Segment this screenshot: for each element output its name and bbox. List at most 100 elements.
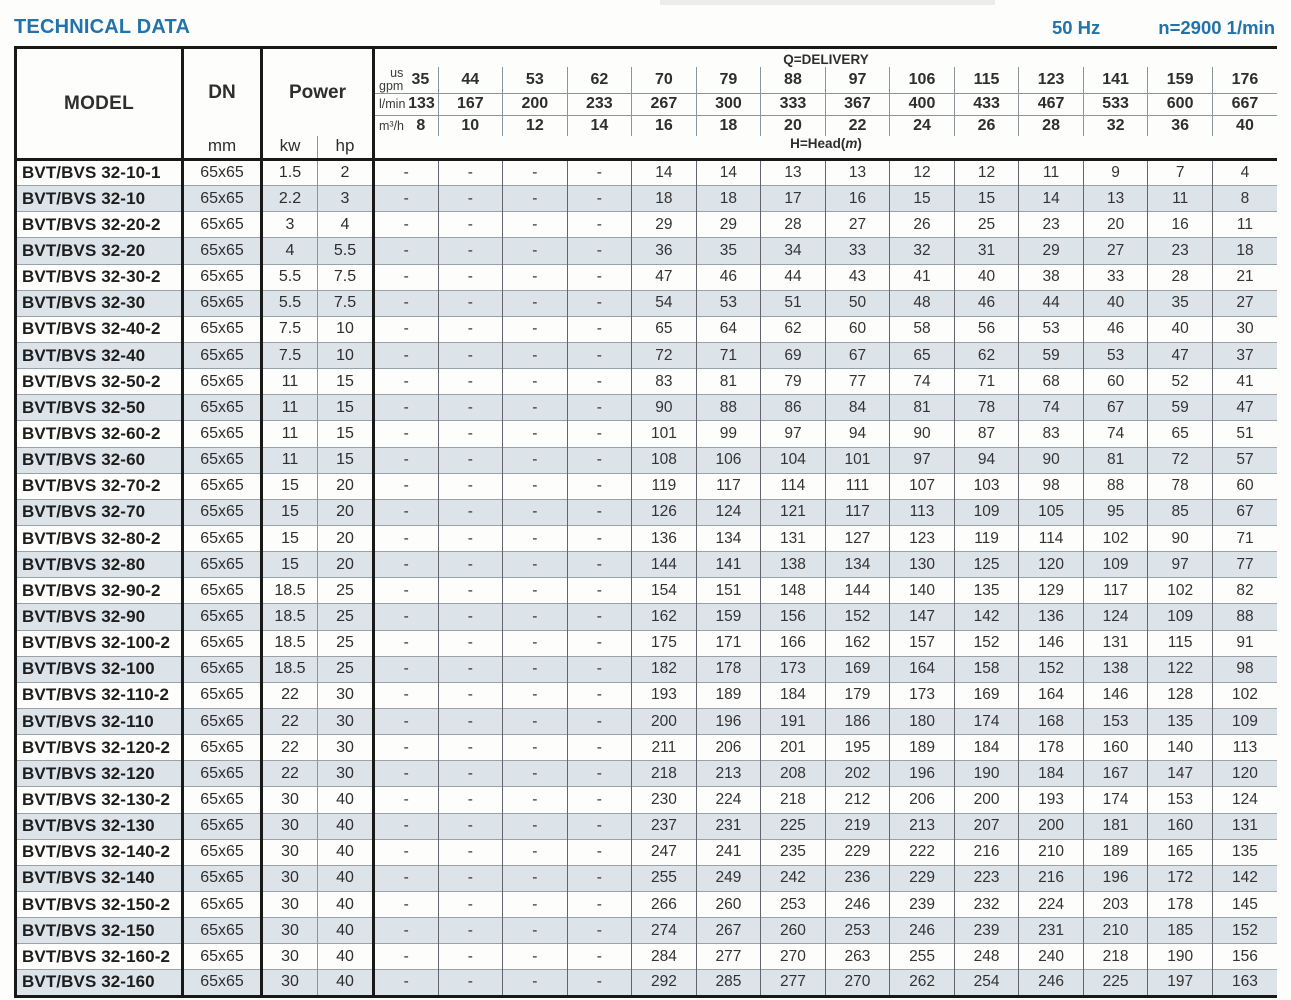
head-value-cell: 59 [1147, 394, 1213, 421]
delivery-unit-value: 300 [715, 95, 742, 112]
delivery-unit-value: 10 [461, 116, 480, 134]
head-value-cell: 81 [1082, 446, 1148, 474]
head-value-cell: - [502, 681, 568, 709]
head-value-cell: 190 [953, 760, 1019, 787]
head-value-cell: - [566, 629, 632, 657]
model-cell: BVT/BVS 32-60 [15, 446, 183, 474]
hp-cell: 25 [317, 629, 374, 657]
head-value-cell: 25 [953, 211, 1019, 238]
head-value-cell: - [566, 446, 632, 474]
head-value-cell: - [372, 838, 439, 866]
delivery-value-cell: 62 [566, 67, 632, 94]
head-value-cell: - [372, 890, 439, 918]
head-value-cell: - [502, 786, 568, 814]
table-row: BVT/BVS 32-70 65x65 15 20- - - -126 124 121 117 11… [15, 498, 1277, 526]
delivery-unit-value: 115 [973, 70, 1000, 88]
table-row: BVT/BVS 32-20-2 65x65 3 4- - - -29 29 28 27 26 25 23… [15, 211, 1277, 238]
head-value-cell: 131 [760, 524, 826, 552]
kw-cell: 22 [260, 760, 318, 787]
head-value-cell: 51 [1211, 420, 1277, 448]
head-value-cell: 53 [1018, 315, 1084, 343]
kw-cell: 7.5 [260, 315, 318, 343]
head-value-cell: - [566, 864, 632, 892]
frequency-label: 50 Hz [1051, 17, 1101, 38]
head-value-cell: - [437, 655, 503, 683]
model-cell: BVT/BVS 32-80-2 [15, 524, 183, 552]
head-value-cell: - [566, 943, 632, 970]
model-cell: BVT/BVS 32-70-2 [15, 472, 183, 500]
kw-cell: 18.5 [260, 577, 318, 604]
head-value-cell: 65 [889, 341, 955, 369]
table-row: BVT/BVS 32-30-2 65x65 5.5 7.5- - - -47 46 44 43 41… [15, 263, 1277, 291]
head-value-cell: - [437, 341, 503, 369]
head-value-cell: 74 [889, 368, 955, 395]
head-value-cell: - [566, 420, 632, 448]
head-value-cell: - [566, 159, 632, 186]
delivery-value-cell: 141 [1082, 67, 1148, 94]
head-value-cell: - [502, 289, 568, 317]
delivery-unit-value: 44 [461, 70, 480, 88]
dn-cell: 65x65 [181, 655, 262, 683]
head-value-cell: 126 [631, 498, 697, 526]
model-cell: BVT/BVS 32-90 [15, 603, 183, 631]
head-value-cell: 33 [824, 237, 890, 265]
head-value-cell: 40 [1147, 315, 1213, 343]
head-value-cell: 182 [631, 655, 697, 683]
hp-cell: 15 [317, 394, 374, 421]
table-row: BVT/BVS 32-120-2 65x65 22 30- - - -211 206 201 19… [15, 734, 1277, 761]
kw-unit-label: kw [260, 136, 318, 160]
power-column-header: Power [260, 47, 374, 136]
dn-cell: 65x65 [181, 577, 262, 604]
head-value-cell: - [566, 707, 632, 735]
delivery-unit-value: 14 [590, 116, 609, 134]
delivery-value-cell: 433 [953, 93, 1019, 116]
delivery-value-cell: 36 [1147, 115, 1213, 136]
table-row: BVT/BVS 32-50-2 65x65 11 15- - - -83 81 79 77 74 71… [15, 368, 1277, 395]
delivery-value-cell: 70 [631, 67, 697, 94]
head-value-cell: 29 [695, 211, 761, 238]
head-value-cell: 46 [953, 289, 1019, 317]
kw-cell: 18.5 [260, 655, 318, 683]
head-value-cell: 43 [824, 263, 890, 291]
head-value-cell: 14 [631, 159, 697, 186]
head-value-cell: 28 [1147, 263, 1213, 291]
delivery-unit-value: 28 [1042, 116, 1060, 134]
head-value-cell: 15 [889, 185, 955, 212]
head-value-cell: 77 [1211, 551, 1277, 578]
head-value-cell: 127 [824, 524, 890, 552]
dn-cell: 65x65 [181, 838, 262, 866]
table-row: BVT/BVS 32-60 65x65 11 15- - - -108 106 104 101 97… [15, 446, 1277, 474]
head-value-cell: 232 [953, 890, 1019, 918]
hp-cell: 30 [317, 734, 374, 761]
delivery-unit-value: 600 [1166, 95, 1194, 112]
head-value-cell: 164 [1018, 681, 1084, 709]
head-value-cell: 27 [824, 211, 890, 238]
head-value-cell: 54 [631, 289, 697, 317]
table-row: BVT/BVS 32-120 65x65 22 30- - - -218 213 208 202 1… [15, 760, 1277, 787]
head-value-cell: 130 [889, 551, 955, 578]
head-value-cell: 213 [889, 812, 955, 840]
table-row: BVT/BVS 32-40 65x65 7.5 10- - - -72 71 69 67 65 62 5… [15, 341, 1277, 369]
head-value-cell: 35 [1147, 289, 1213, 317]
hp-cell: 15 [317, 420, 374, 448]
head-value-cell: - [372, 185, 439, 212]
kw-cell: 5.5 [260, 263, 318, 291]
head-value-cell: 107 [889, 472, 955, 500]
delivery-value-cell: 14 [566, 115, 632, 136]
head-value-cell: 115 [1147, 629, 1213, 657]
head-value-cell: 7 [1147, 159, 1213, 186]
head-value-cell: 98 [1211, 655, 1277, 683]
head-value-cell: 117 [1082, 577, 1148, 604]
head-value-cell: 239 [889, 890, 955, 918]
head-value-cell: 17 [760, 185, 826, 212]
head-value-cell: 230 [631, 786, 697, 814]
head-value-cell: 84 [824, 394, 890, 421]
head-value-cell: 181 [1082, 812, 1148, 840]
head-value-cell: 186 [824, 707, 890, 735]
head-value-cell: - [437, 603, 503, 631]
model-cell: BVT/BVS 32-40-2 [15, 315, 183, 343]
head-value-cell: 180 [889, 707, 955, 735]
delivery-value-cell: 115 [953, 67, 1019, 94]
head-value-cell: 213 [695, 760, 761, 787]
head-value-cell: 44 [1018, 289, 1084, 317]
